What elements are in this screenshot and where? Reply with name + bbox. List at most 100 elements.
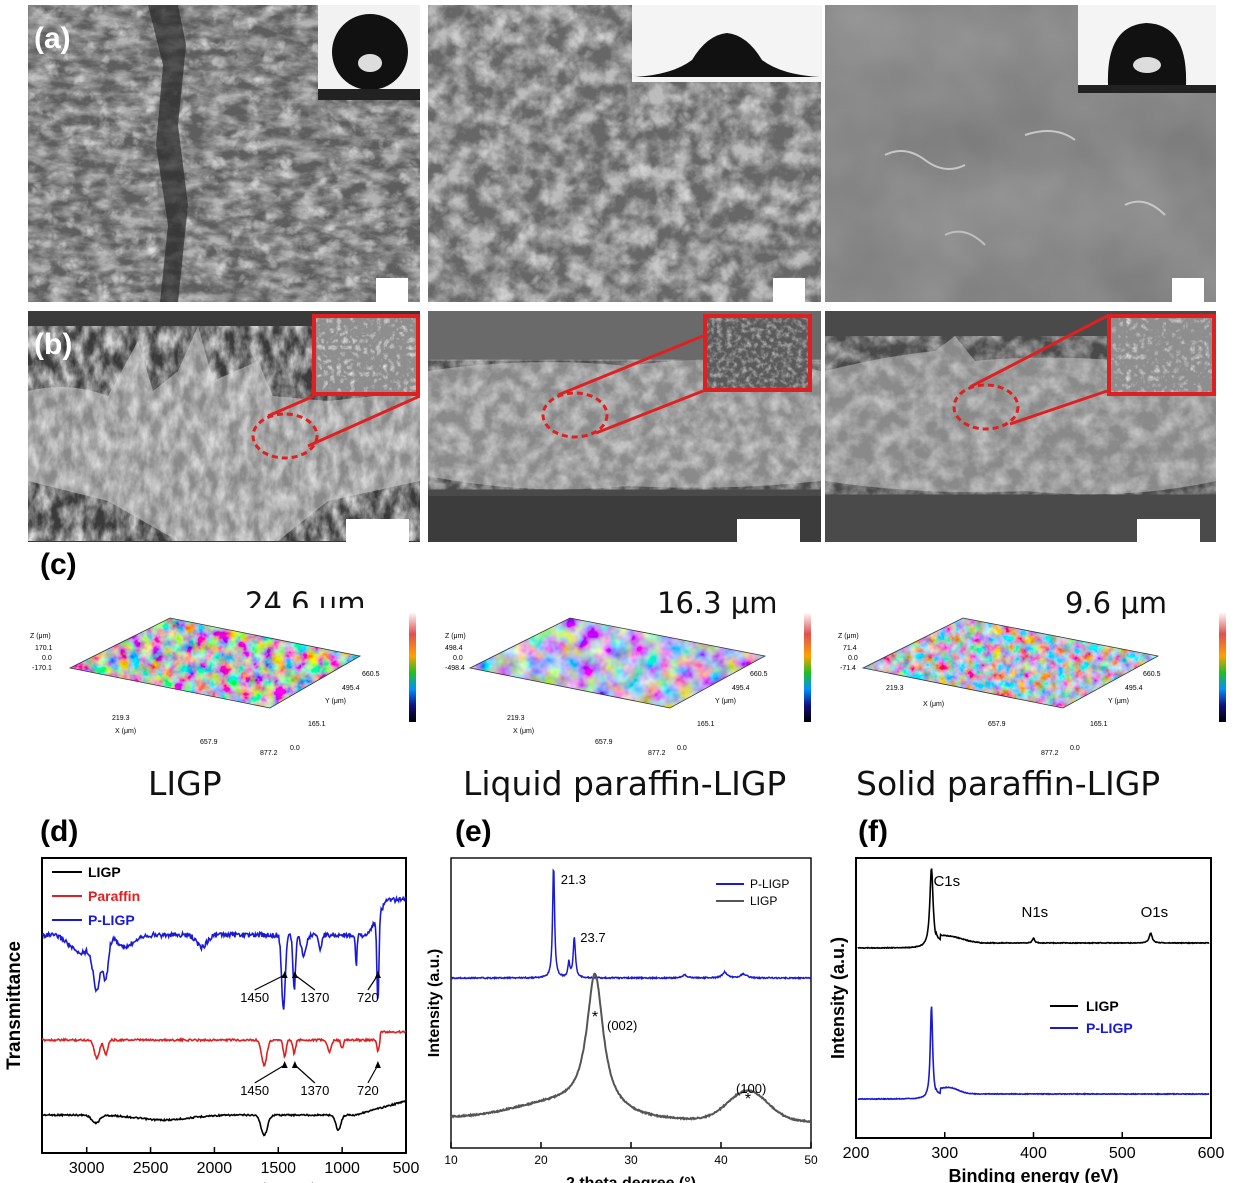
sample-label-ligp: LIGP (148, 764, 222, 803)
z-tick: 498.4 (445, 645, 463, 652)
x-axis-label: 2 theta degree (°) (566, 1175, 696, 1183)
x-axis-title: X (μm) (115, 728, 136, 735)
sem-cross-ligp (28, 311, 420, 542)
z-axis-title: Z (μm) (838, 633, 859, 640)
x-axis-title: X (μm) (513, 728, 534, 735)
sample-label-solid: Solid paraffin-LIGP (856, 764, 1161, 803)
x-tick-label: 50 (804, 1153, 818, 1167)
legend-entry: P-LIGP (750, 877, 789, 891)
z-tick: 170.1 (35, 645, 53, 652)
annotation-arrowhead (374, 1061, 381, 1068)
x-tick-label: 3000 (69, 1160, 105, 1177)
peak-annotation: O1s (1141, 904, 1169, 921)
x-tick-label: 200 (843, 1145, 870, 1162)
sem-texture (28, 311, 420, 542)
plot-frame (855, 857, 1212, 1139)
x-tick: 657.9 (595, 739, 613, 746)
color-scale-bar (804, 612, 811, 722)
series-line-p-ligp (857, 1006, 1210, 1101)
annotation-arrow (294, 1064, 316, 1084)
y-axis-label: Intensity (a.u.) (426, 949, 443, 1057)
legend-entry: LIGP (750, 894, 777, 908)
zoom-callout (251, 394, 420, 460)
annotation-arrow (294, 974, 316, 991)
water-droplet-icon (1078, 5, 1216, 93)
peak-annotation: 1450 (240, 1083, 269, 1098)
y-axis-title: Y (μm) (1108, 698, 1129, 705)
z-tick: 71.4 (843, 645, 857, 652)
y-tick: 165.1 (308, 721, 326, 728)
zoom-callout (952, 314, 1108, 431)
x-tick: 877.2 (1041, 750, 1059, 757)
zoom-callout (541, 334, 704, 439)
panel-label-a: (a) (34, 22, 71, 55)
series-line-ligp (41, 1099, 407, 1137)
x-tick: 219.3 (886, 685, 904, 692)
y-axis-label: Transmittance (4, 941, 25, 1070)
y-tick: 660.5 (362, 671, 380, 678)
annotation-arrowhead (281, 971, 288, 978)
roughness-value-liquid: 16.3 μm (657, 586, 778, 620)
contact-angle-inset-ligp (318, 5, 420, 100)
scale-bar (1137, 519, 1200, 542)
z-tick: -498.4 (445, 665, 465, 672)
x-tick-label: 400 (1020, 1145, 1047, 1162)
peak-marker: * (745, 1091, 751, 1108)
surface-map-ligp: Z (μm) 170.1 0.0 -170.1 219.3 X (μm) 657… (30, 608, 445, 758)
peak-annotation: 1370 (300, 990, 329, 1005)
y-tick: 165.1 (1090, 721, 1108, 728)
y-axis-title: Y (μm) (715, 698, 736, 705)
panel-label-c: (c) (40, 548, 77, 581)
legend-entry: Paraffin (88, 888, 140, 904)
magnified-inset-liquid-paraffin (703, 314, 812, 392)
series-line-ligp (857, 868, 1210, 950)
x-tick-label: 500 (1109, 1145, 1136, 1162)
peak-annotation: 720 (357, 990, 379, 1005)
water-droplet-icon (632, 5, 822, 82)
x-tick-label: 10 (444, 1153, 458, 1167)
y-tick: 660.5 (750, 671, 768, 678)
panel-label-d: (d) (40, 815, 79, 848)
y-tick: 0.0 (677, 745, 687, 752)
peak-annotation: 21.3 (561, 872, 586, 887)
peak-annotation: (002) (607, 1018, 637, 1033)
annotation-arrowhead (291, 1061, 298, 1068)
x-axis-label: Binding energy (eV) (948, 1166, 1118, 1183)
panel-label-f: (f) (858, 815, 888, 848)
x-tick: 219.3 (507, 715, 525, 722)
z-tick: -71.4 (840, 665, 856, 672)
scale-bar (773, 278, 805, 302)
annotation-arrow (254, 974, 285, 991)
series-line-p-ligp (450, 868, 812, 981)
legend-entry: P-LIGP (1086, 1020, 1133, 1036)
y-tick: 495.4 (342, 685, 360, 692)
peak-annotation: (100) (736, 1081, 766, 1096)
legend-entry: LIGP (88, 864, 121, 880)
z-axis-title: Z (μm) (30, 633, 51, 640)
series-line-p-ligp (41, 895, 407, 1010)
scale-bar (346, 519, 409, 542)
color-scale-bar (409, 612, 416, 722)
peak-annotation: 1370 (300, 1083, 329, 1098)
annotation-arrowhead (374, 971, 381, 978)
annotation-arrow (254, 1064, 285, 1084)
annotation-arrowhead (291, 971, 298, 978)
xps-chart: 200 300 400 500 600 Binding energy (eV) Intens… (830, 857, 1224, 1183)
y-axis-label: Intensity (a.u.) (830, 937, 848, 1059)
x-tick-label: 500 (393, 1160, 420, 1177)
contact-angle-inset-solid-paraffin (1078, 5, 1216, 93)
y-tick: 165.1 (697, 721, 715, 728)
x-tick: 877.2 (260, 750, 278, 757)
contact-angle-inset-liquid-paraffin (632, 5, 822, 82)
sample-label-liquid: Liquid paraffin-LIGP (463, 764, 787, 803)
y-tick: 495.4 (1125, 685, 1143, 692)
x-tick-label: 40 (714, 1153, 728, 1167)
y-tick: 0.0 (1070, 745, 1080, 752)
panel-label-b: (b) (34, 328, 73, 361)
z-tick: 0.0 (42, 655, 52, 662)
scale-bar (376, 278, 408, 302)
peak-marker: * (592, 1009, 598, 1026)
z-tick: 0.0 (848, 655, 858, 662)
surface-map-liquid-paraffin: Z (μm) 498.4 0.0 -498.4 219.3 X (μm) 657… (445, 617, 768, 757)
roughness-value-solid: 9.6 μm (1065, 586, 1168, 620)
